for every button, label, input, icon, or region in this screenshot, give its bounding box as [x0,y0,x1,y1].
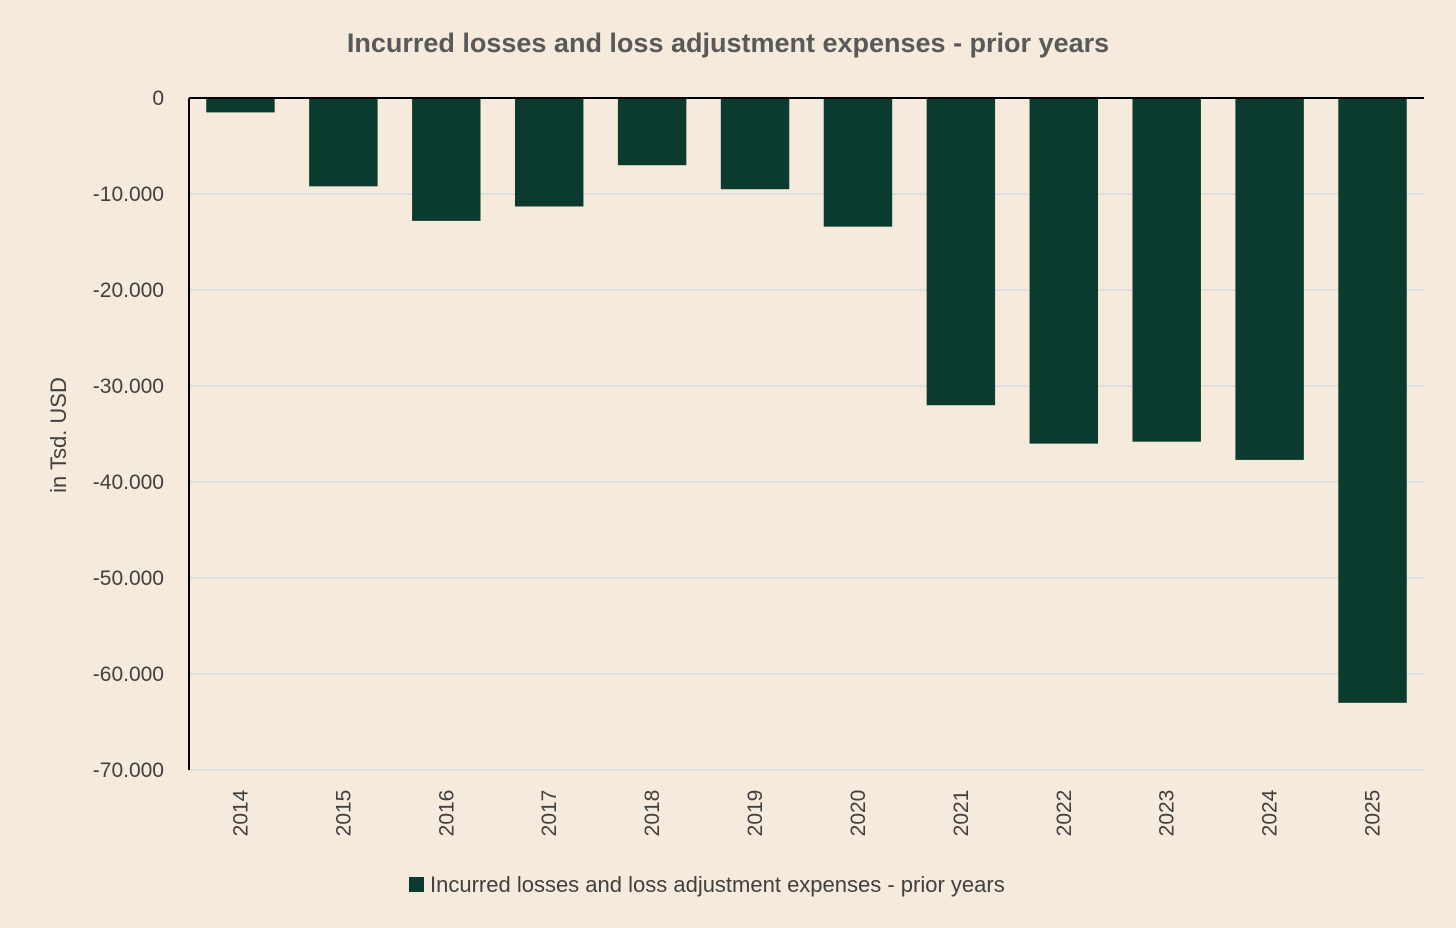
bar-2018 [617,98,687,166]
x-tick-label: 2024 [1259,789,1282,836]
gridlines [189,193,1424,771]
bar-2021 [926,98,996,406]
x-tick-label: 2022 [1053,790,1076,837]
x-tick-label: 2019 [744,790,767,837]
chart-title: Incurred losses and loss adjustment expe… [347,28,1109,58]
y-tick-label: -60.000 [93,663,164,686]
x-tick-label: 2021 [950,790,973,837]
axes [188,97,1424,770]
bar-2014 [206,98,275,113]
x-tick-label: 2025 [1362,790,1385,837]
bar-2015 [309,98,378,187]
x-tick-label: 2023 [1156,790,1179,837]
x-tick-label: 2016 [435,790,458,837]
y-tick-label: -40.000 [93,471,164,494]
y-tick-label: -20.000 [93,279,164,302]
bar-2016 [412,98,481,221]
bars [206,98,1407,703]
y-tick-label: -50.000 [93,567,164,590]
bar-2019 [720,98,790,190]
legend: Incurred losses and loss adjustment expe… [409,872,1005,897]
x-tick-label: 2014 [229,789,252,836]
legend-swatch [409,877,424,892]
y-tick-labels: 0 -10.000 -20.000 -30.000 -40.000 -50.000 -60.… [93,87,164,782]
bar-2024 [1235,98,1304,460]
x-tick-label: 2018 [641,790,664,837]
y-tick-label: -30.000 [93,375,164,398]
y-tick-label: -10.000 [93,183,164,206]
bar-2022 [1029,98,1099,444]
bar-2017 [514,98,584,207]
y-tick-label: -70.000 [93,759,164,782]
x-tick-label: 2020 [847,790,870,837]
bar-2023 [1132,98,1201,442]
bar-2025 [1338,98,1407,703]
y-tick-label: 0 [152,87,164,110]
x-tick-labels: 2014 2015 2016 2017 2018 2019 2020 2021 2022 2023… [229,789,1384,836]
y-axis-title: in Tsd. USD [46,377,71,493]
x-tick-label: 2015 [332,790,355,837]
legend-label: Incurred losses and loss adjustment expe… [430,872,1005,897]
bar-2020 [823,98,893,227]
x-tick-label: 2017 [538,790,561,837]
